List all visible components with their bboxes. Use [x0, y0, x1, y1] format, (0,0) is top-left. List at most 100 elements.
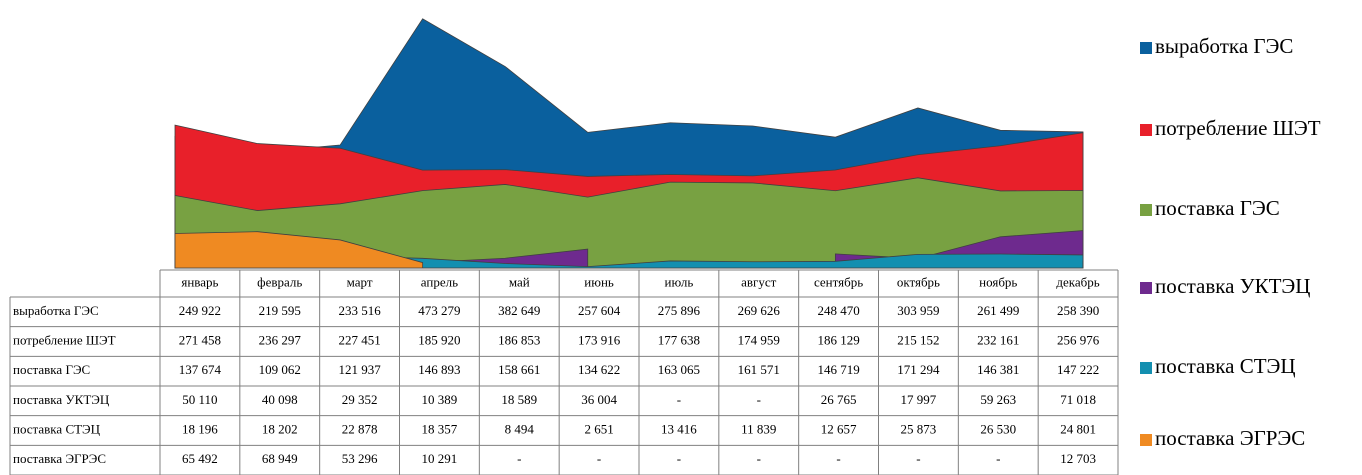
column-header: октябрь	[897, 274, 940, 289]
data-table: январь февраль март апрель май июнь июль август…	[9, 269, 1119, 475]
legend-swatch	[1140, 362, 1152, 374]
table-value: 17 997	[901, 392, 937, 407]
table-value: 256 976	[1057, 332, 1100, 347]
column-header: август	[741, 274, 777, 289]
table-value: 18 589	[501, 392, 537, 407]
table-value: 134 622	[578, 362, 620, 377]
table-value: -	[996, 451, 1000, 466]
table-value: 146 893	[418, 362, 460, 377]
row-header: потребление ШЭТ	[13, 332, 116, 347]
table-value: 215 152	[897, 332, 939, 347]
table-value: 71 018	[1060, 392, 1096, 407]
table-value: 161 571	[738, 362, 780, 377]
legend-label: потребление ШЭТ	[1155, 116, 1321, 140]
table-value: 158 661	[498, 362, 540, 377]
table-value: 68 949	[262, 451, 298, 466]
table-value: -	[517, 451, 521, 466]
table-value: -	[836, 451, 840, 466]
table-value: 10 389	[422, 392, 458, 407]
table-value: -	[677, 392, 681, 407]
table-value: 303 959	[897, 303, 939, 318]
table-value: 40 098	[262, 392, 298, 407]
table-value: 36 004	[581, 392, 617, 407]
legend-swatch	[1140, 124, 1152, 136]
table-value: 11 839	[741, 421, 776, 436]
area	[174, 177, 1084, 269]
table-value: 12 657	[821, 421, 857, 436]
column-header: декабрь	[1056, 274, 1099, 289]
table-value: 50 110	[182, 392, 217, 407]
row-header: поставка ГЭС	[13, 362, 90, 377]
table-value: 177 638	[658, 332, 700, 347]
column-header: апрель	[421, 274, 458, 289]
legend-label: выработка ГЭС	[1155, 34, 1293, 58]
legend-swatch	[1140, 434, 1152, 446]
table-value: -	[916, 451, 920, 466]
table-value: 18 202	[262, 421, 298, 436]
table-value: 18 196	[182, 421, 218, 436]
legend-label: поставка ЭГРЭС	[1155, 426, 1305, 450]
column-header: июнь	[584, 274, 614, 289]
table-value: 137 674	[179, 362, 222, 377]
legend-swatch	[1140, 204, 1152, 216]
column-header: сентябрь	[814, 274, 863, 289]
table-value: 219 595	[259, 303, 301, 318]
table-value: 185 920	[418, 332, 460, 347]
table-value: 473 279	[418, 303, 460, 318]
table-value: 173 916	[578, 332, 621, 347]
table-value: 236 297	[259, 332, 302, 347]
table-value: 29 352	[342, 392, 378, 407]
table-value: 2 651	[584, 421, 613, 436]
table-value: 8 494	[505, 421, 535, 436]
row-header: поставка ЭГРЭС	[13, 451, 106, 466]
table-value: 163 065	[658, 362, 700, 377]
table-value: 261 499	[977, 303, 1019, 318]
column-header: май	[509, 274, 530, 289]
table-value: 258 390	[1057, 303, 1099, 318]
table-value: 275 896	[658, 303, 701, 318]
table-value: 13 416	[661, 421, 697, 436]
row-header: поставка УКТЭЦ	[13, 392, 110, 407]
table-value: 59 263	[980, 392, 1016, 407]
table-value: 22 878	[342, 421, 378, 436]
table-value: 146 719	[817, 362, 859, 377]
legend-label: поставка ГЭС	[1155, 196, 1280, 220]
table-value: 53 296	[342, 451, 378, 466]
table-value: 146 381	[977, 362, 1019, 377]
table-value: 147 222	[1057, 362, 1099, 377]
table-value: -	[677, 451, 681, 466]
legend-label: поставка СТЭЦ	[1155, 354, 1296, 378]
table-value: 26 765	[821, 392, 857, 407]
table-value: 186 129	[817, 332, 859, 347]
column-header: февраль	[257, 274, 302, 289]
table-value: 248 470	[817, 303, 859, 318]
row-header: поставка СТЭЦ	[13, 421, 101, 436]
table-value: 227 451	[338, 332, 380, 347]
table-value: 18 357	[422, 421, 458, 436]
column-header: март	[347, 274, 373, 289]
legend-label: поставка УКТЭЦ	[1155, 274, 1310, 298]
column-header: июль	[665, 274, 694, 289]
table-value: 25 873	[901, 421, 937, 436]
table-value: 10 291	[422, 451, 458, 466]
table-value: 269 626	[738, 303, 781, 318]
table-value: 65 492	[182, 451, 218, 466]
table-value: 233 516	[338, 303, 381, 318]
legend-swatch	[1140, 282, 1152, 294]
table-value: -	[597, 451, 601, 466]
column-header: январь	[181, 274, 218, 289]
row-header: выработка ГЭС	[13, 303, 99, 318]
table-value: 26 530	[980, 421, 1016, 436]
table-value: 382 649	[498, 303, 540, 318]
table-value: 232 161	[977, 332, 1019, 347]
table-value: 171 294	[897, 362, 940, 377]
table-value: -	[757, 392, 761, 407]
table-value: 24 801	[1060, 421, 1096, 436]
table-value: 121 937	[338, 362, 381, 377]
table-value: 186 853	[498, 332, 540, 347]
table-value: 271 458	[179, 332, 221, 347]
table-value: 109 062	[259, 362, 301, 377]
table-value: -	[757, 451, 761, 466]
table-value: 12 703	[1060, 451, 1096, 466]
